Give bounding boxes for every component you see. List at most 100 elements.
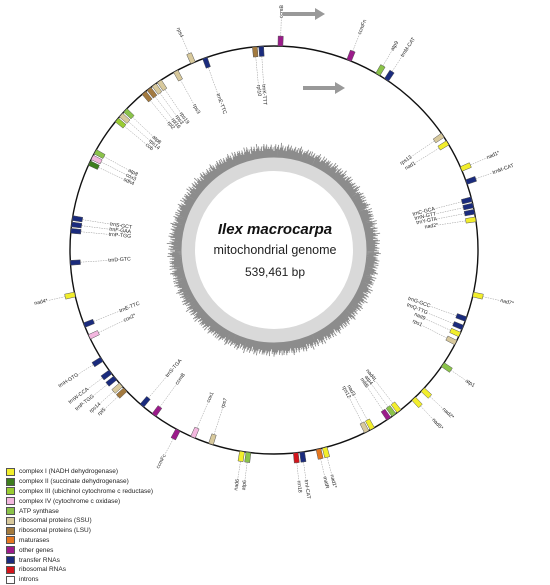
gene-block — [380, 408, 392, 421]
gene-leader-line — [429, 396, 444, 409]
gene-block — [70, 228, 82, 235]
gene-leader-line — [482, 296, 501, 301]
gene-leader-line — [438, 220, 466, 226]
legend-label: ribosomal proteins (SSU) — [19, 517, 92, 525]
gene-label: cox1 — [206, 391, 216, 404]
gene-block — [432, 132, 445, 144]
gene-block — [190, 426, 200, 439]
gene-label: trnM-CAT — [400, 36, 418, 58]
gene-leader-line — [353, 395, 368, 421]
gene-leader-line — [327, 457, 332, 475]
gene-block — [411, 396, 423, 409]
gene-block — [170, 428, 181, 441]
gene-leader-line — [415, 147, 440, 163]
gene-block — [359, 421, 370, 434]
gene-leader-line — [427, 312, 454, 324]
gene-block — [114, 117, 127, 129]
legend-swatch — [6, 565, 15, 574]
gene-block — [64, 291, 76, 300]
legend-label: complex II (succinate dehydrogenase) — [19, 478, 129, 486]
gene-feature: atp4 — [363, 375, 397, 417]
strand-arrow-inner — [303, 82, 345, 94]
legend-item: maturases — [6, 536, 196, 546]
gene-label: mttB — [359, 377, 370, 390]
legend-item: complex IV (cytochrome c oxidase) — [6, 496, 196, 506]
legend-swatch — [6, 497, 15, 506]
gene-leader-line — [470, 157, 487, 166]
gene-feature: rrn18 — [293, 452, 303, 493]
gene-block — [70, 259, 81, 266]
gene-feature: nad7* — [472, 291, 514, 307]
gene-leader-line — [78, 364, 94, 375]
gene-leader-line — [154, 96, 173, 119]
gene-feature: cox3 — [90, 154, 137, 183]
legend-item: transfer RNAs — [6, 555, 196, 565]
gene-leader-line — [296, 462, 299, 481]
legend-swatch — [6, 477, 15, 486]
gene-block — [202, 56, 211, 69]
gene-label: nad3 — [345, 384, 356, 397]
legend-swatch — [6, 516, 15, 525]
gene-block — [420, 387, 433, 399]
legend-swatch — [6, 575, 15, 584]
gene-block — [83, 318, 95, 328]
gene-leader-line — [213, 407, 223, 435]
gene-label: rpl2 — [166, 120, 176, 131]
gene-label: nad2* — [441, 407, 455, 421]
gene-leader-line — [420, 405, 433, 420]
gene-label: nad5* — [430, 417, 444, 431]
gene-label: atp8 — [151, 134, 163, 145]
gene-leader-line — [132, 117, 154, 137]
gene-leader-line — [181, 37, 190, 54]
gene-feature: trnH-GTG — [57, 356, 104, 389]
gene-feature: rps3 — [173, 69, 201, 115]
gene-feature: rps14 — [119, 112, 161, 151]
gene-label: trnN-GTT — [414, 211, 437, 222]
gene-block — [186, 52, 196, 65]
gene-feature: trnK-TTT — [258, 46, 268, 106]
gene-label: atp1 — [464, 378, 476, 389]
gene-block — [71, 221, 83, 229]
gene-feature: trnM-CAT — [384, 36, 418, 82]
gene-feature: rpl5 — [97, 387, 128, 417]
gene-label: nad2* — [424, 222, 438, 230]
gene-feature: nad4L — [364, 368, 402, 414]
gene-feature: atp8 — [93, 149, 139, 178]
legend-swatch — [6, 556, 15, 565]
gene-leader-line — [164, 438, 174, 455]
gene-label: rpl5 — [97, 407, 107, 417]
gene-label: rps4 — [175, 27, 185, 39]
gene-block — [123, 108, 135, 120]
gene-label: ccmB — [279, 5, 285, 19]
gene-label: trnD-GTC — [108, 256, 131, 263]
gene-block — [252, 46, 259, 58]
strand-arrow-outer — [283, 8, 325, 20]
gene-leader-line — [424, 318, 451, 331]
gene-leader-line — [148, 376, 167, 399]
gene-block — [100, 369, 113, 381]
gene-label: trnE-TTC — [119, 301, 141, 315]
gene-label: nad4* — [34, 298, 49, 307]
gene-feature: rpl2 — [141, 90, 176, 131]
gene-feature: trnF-GAA — [71, 221, 132, 235]
gene-leader-line — [80, 260, 109, 263]
gene-label: trnY-GTA — [416, 216, 438, 226]
gene-label: trnE-TTC — [215, 93, 228, 115]
gene-leader-line — [87, 377, 103, 389]
gene-block — [90, 154, 103, 165]
gene-block — [111, 382, 123, 394]
legend-item: ribosomal proteins (SSU) — [6, 516, 196, 526]
gene-leader-line — [103, 156, 129, 171]
gene-feature: ccmB — [151, 372, 187, 417]
gene-feature: ccmB — [277, 5, 285, 47]
gene-feature: trnE-TTC — [202, 56, 228, 115]
gene-label: ccmB — [174, 372, 187, 386]
gene-block — [459, 162, 472, 172]
legend-label: complex III (ubichinol cytochrome c redu… — [19, 487, 154, 495]
gene-block — [151, 405, 163, 417]
gene-label: rps3 — [174, 114, 185, 126]
gene-feature: rps1 — [411, 318, 458, 346]
gene-label: rps1 — [411, 318, 423, 328]
gene-leader-line — [98, 320, 124, 333]
gene-label: trnK-TTT — [260, 84, 267, 106]
